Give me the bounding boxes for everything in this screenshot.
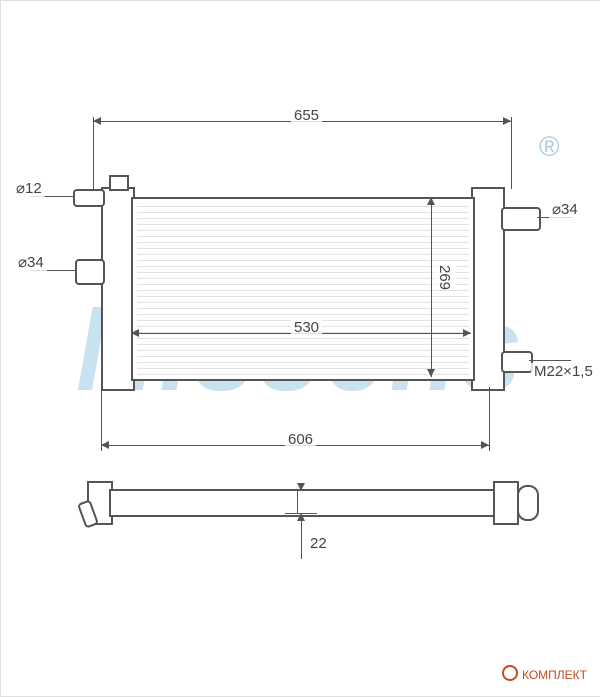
arrow	[131, 329, 139, 337]
arrow	[101, 441, 109, 449]
credit-icon	[502, 665, 518, 681]
label-d12: ⌀12	[13, 179, 45, 197]
ext	[93, 117, 94, 189]
ext	[489, 387, 490, 451]
leader	[529, 360, 571, 361]
credit-text: КОМПЛЕКТ	[522, 668, 587, 682]
trademark-symbol: ®	[539, 131, 560, 163]
arrow	[93, 117, 101, 125]
port-right-top	[501, 207, 541, 231]
port-left-top	[73, 189, 105, 207]
arrow	[503, 117, 511, 125]
ext	[285, 489, 317, 490]
arrow	[427, 369, 435, 377]
side-port-r	[517, 485, 539, 521]
arrow	[481, 441, 489, 449]
technical-drawing: Nissens ® 655 530 269 ⌀12 ⌀34 ⌀34 M22×1,…	[0, 0, 600, 697]
arrow	[297, 513, 305, 521]
credit-badge: КОМПЛЕКТ	[502, 665, 587, 682]
arrow	[427, 197, 435, 205]
label-d34-r: ⌀34	[549, 200, 581, 218]
side-right-cap	[493, 481, 519, 525]
right-tank	[471, 187, 505, 391]
left-tank	[101, 187, 135, 391]
dim-269: 269	[433, 265, 456, 290]
port-left-mid	[75, 259, 105, 285]
ext	[285, 513, 317, 514]
port-right-bot	[501, 351, 533, 373]
filler-neck	[109, 175, 129, 191]
ext	[511, 117, 512, 189]
arrow	[463, 329, 471, 337]
dim-530: 530	[291, 319, 322, 336]
ext	[297, 489, 298, 513]
radiator-core	[131, 197, 475, 381]
dim-22: 22	[307, 535, 330, 552]
dim-606: 606	[285, 431, 316, 448]
label-d34-l: ⌀34	[15, 253, 47, 271]
label-m22: M22×1,5	[531, 363, 596, 380]
dim-269-line	[431, 197, 432, 377]
dim-655: 655	[291, 107, 322, 124]
